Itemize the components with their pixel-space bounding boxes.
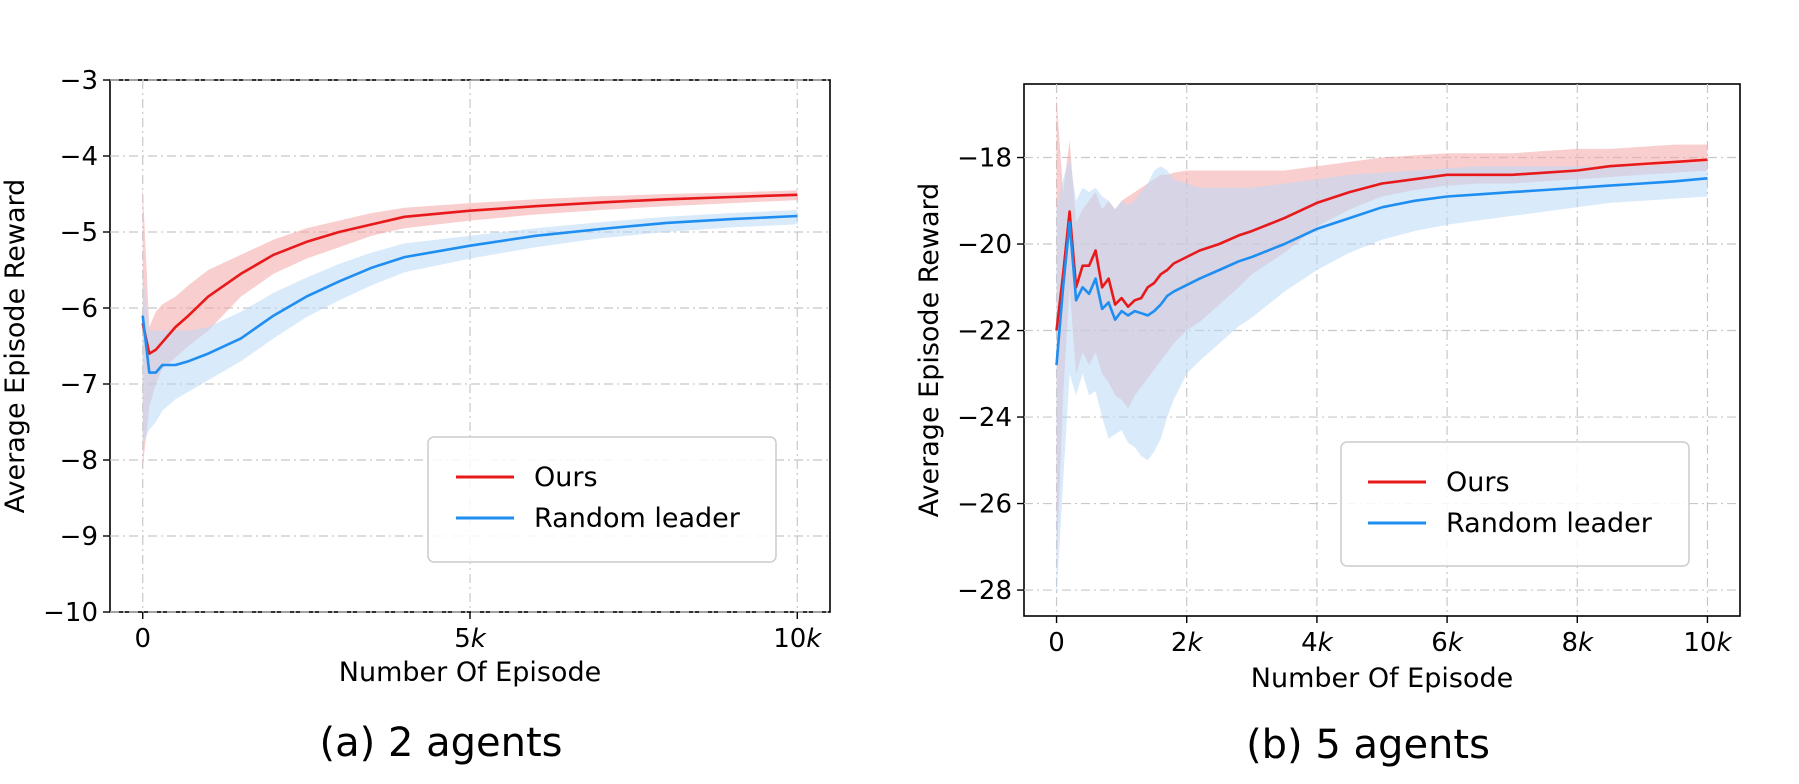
line-ours xyxy=(141,193,798,355)
legend-box xyxy=(427,436,777,563)
line-ours xyxy=(1055,158,1708,331)
y-tick-label: −10 xyxy=(43,598,98,628)
band-ours xyxy=(142,186,798,468)
y-axis-ticks: −28 −26 −24 −22 −20 −18 xyxy=(957,144,1024,606)
x-tick-label: 6k xyxy=(1431,628,1464,658)
y-tick-label: −28 xyxy=(957,576,1012,606)
line-random-leader xyxy=(141,214,798,374)
x-axis-ticks: 0 5k 10k xyxy=(134,612,822,654)
legend-box xyxy=(1340,441,1690,567)
x-tick-label: 5k xyxy=(454,624,487,654)
chart-panel-2-agents: 0 5k 10k −10 −9 −8 −7 −6 −5 −4 −3 Number Of Episo… xyxy=(0,66,831,766)
band-random-leader xyxy=(1056,157,1708,599)
series-lines xyxy=(1055,158,1708,366)
y-tick-label: −26 xyxy=(957,490,1012,520)
y-tick-label: −8 xyxy=(60,446,98,476)
y-tick-label: −6 xyxy=(60,294,98,324)
y-tick-label: −3 xyxy=(60,66,98,96)
legend-ours-label: Ours xyxy=(1446,467,1510,498)
series-lines xyxy=(141,193,798,374)
y-tick-label: −9 xyxy=(60,522,98,552)
caption-2-agents: (a) 2 agents xyxy=(320,720,563,766)
y-tick-label: −4 xyxy=(60,142,98,172)
legend-ours-label: Ours xyxy=(534,462,598,493)
x-tick-label: 2k xyxy=(1171,628,1204,658)
x-tick-label: 8k xyxy=(1561,628,1594,658)
y-axis-label: Average Episode Reward xyxy=(0,179,31,514)
chart-panel-5-agents: 0 2k 4k 6k 8k 10k −28 −26 −24 −22 −20 −18 Number O… xyxy=(914,83,1741,768)
confidence-bands xyxy=(1056,97,1708,599)
y-tick-label: −24 xyxy=(957,403,1012,433)
x-tick-label: 4k xyxy=(1301,628,1334,658)
legend: Ours Random leader xyxy=(1340,441,1690,567)
plot-area-frame xyxy=(1023,83,1741,617)
x-axis-label: Number Of Episode xyxy=(339,657,601,688)
x-tick-label: 0 xyxy=(1048,628,1065,658)
band-random-leader xyxy=(142,210,798,445)
y-tick-label: −7 xyxy=(60,370,98,400)
x-axis-label: Number Of Episode xyxy=(1251,663,1513,694)
x-tick-label: 10k xyxy=(1683,628,1732,658)
x-tick-label: 0 xyxy=(134,624,151,654)
y-tick-label: −22 xyxy=(957,317,1012,347)
confidence-bands xyxy=(142,186,798,468)
grid-lines xyxy=(110,79,830,613)
line-random-leader xyxy=(1055,177,1708,366)
x-tick-label: 10k xyxy=(773,624,822,654)
y-axis-ticks: −10 −9 −8 −7 −6 −5 −4 −3 xyxy=(43,66,110,628)
caption-5-agents: (b) 5 agents xyxy=(1246,722,1490,768)
y-tick-label: −18 xyxy=(957,144,1012,174)
y-tick-label: −5 xyxy=(60,218,98,248)
legend: Ours Random leader xyxy=(427,436,777,563)
y-axis-label: Average Episode Reward xyxy=(914,183,945,518)
x-axis-ticks: 0 2k 4k 6k 8k 10k xyxy=(1048,616,1732,658)
legend-random-leader-label: Random leader xyxy=(1446,508,1653,539)
legend-random-leader-label: Random leader xyxy=(534,503,741,534)
y-tick-label: −20 xyxy=(957,230,1012,260)
